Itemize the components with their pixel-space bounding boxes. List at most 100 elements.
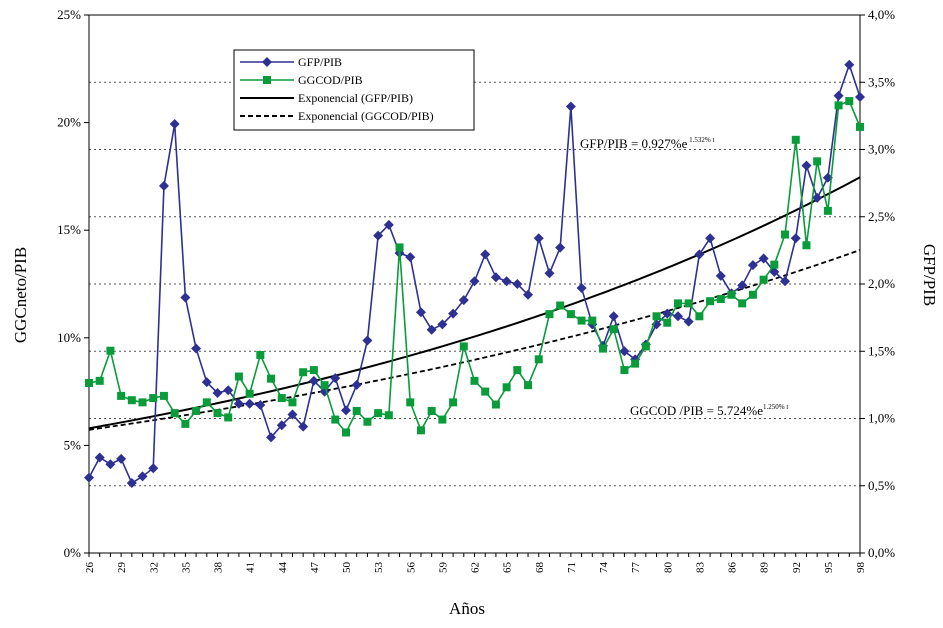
legend-item: GGCOD/PIB <box>240 73 363 87</box>
x-tick-label: 83 <box>694 562 706 574</box>
data-point <box>159 391 168 400</box>
data-point <box>588 316 597 325</box>
data-point <box>663 318 672 327</box>
data-point <box>374 409 383 418</box>
data-point <box>459 342 468 351</box>
annotation-ggcod-formula: GGCOD /PIB = 5.724%e1.250% t <box>630 403 788 418</box>
data-point <box>790 233 801 244</box>
data-point <box>448 308 459 319</box>
data-point <box>608 311 619 322</box>
data-point <box>213 409 222 418</box>
data-point <box>813 157 822 166</box>
data-point <box>85 378 93 387</box>
data-point <box>202 398 211 407</box>
data-point <box>169 118 180 129</box>
data-point <box>383 219 394 230</box>
data-point <box>683 316 694 327</box>
data-point <box>137 471 148 482</box>
data-point <box>770 260 779 269</box>
data-point <box>706 297 715 306</box>
data-point <box>673 299 682 308</box>
data-point <box>255 400 266 411</box>
data-point <box>812 192 823 203</box>
data-point <box>481 387 490 396</box>
y-right-tick-label: 2,0% <box>868 276 895 291</box>
annotation-gfp-formula: GFP/PIB = 0.927%e 1.532% t <box>580 136 714 151</box>
data-point <box>791 135 800 144</box>
data-point <box>533 233 544 244</box>
data-point <box>802 241 811 250</box>
data-point <box>470 376 479 385</box>
x-tick-label: 50 <box>341 562 353 574</box>
data-point <box>116 453 127 464</box>
x-tick-label: 65 <box>502 562 514 574</box>
data-point <box>834 101 843 110</box>
y-axis-left-title: GGCneto/PIB <box>11 247 30 343</box>
data-point <box>415 307 426 318</box>
data-point <box>341 405 351 416</box>
data-point <box>715 270 726 281</box>
y-right-tick-label: 4,0% <box>868 7 895 22</box>
legend: GFP/PIB GGCOD/PIB Exponencial (GFP/PIB) Exp… <box>233 49 475 131</box>
x-tick-label: 38 <box>213 562 225 574</box>
y-left-tick-label: 20% <box>57 115 81 130</box>
data-point <box>320 381 329 390</box>
data-point <box>684 299 693 308</box>
data-point <box>256 351 265 360</box>
data-point <box>437 319 448 330</box>
y-left-tick-label: 5% <box>64 437 82 452</box>
data-point <box>823 206 832 215</box>
y-left-tick-label: 15% <box>57 222 81 237</box>
data-point <box>631 359 640 368</box>
axes: 0,0% 0,5% 1,0% 1,5% 2,0% 2,5% 3,0% 3,5% 4,0% 0% 5%… <box>57 7 895 573</box>
annotation-ggcod-base: GGCOD /PIB = 5.724%e <box>630 403 763 418</box>
data-point <box>758 253 769 264</box>
y-right-tick-label: 2,5% <box>868 209 895 224</box>
x-tick-label: 95 <box>823 562 835 574</box>
annotation-gfp-base: GFP/PIB = 0.927%e <box>580 136 688 151</box>
data-point <box>148 463 159 474</box>
x-tick-label: 32 <box>148 562 160 573</box>
data-point <box>201 377 212 388</box>
data-point <box>244 398 255 409</box>
legend-marker <box>263 76 271 84</box>
legend-item: Exponencial (GGCOD/PIB) <box>240 109 434 123</box>
x-tick-label: 44 <box>277 562 289 574</box>
data-point <box>426 324 437 335</box>
y-right-tick-label: 3,5% <box>868 74 895 89</box>
annotation-ggcod-exp: 1.250% t <box>763 403 788 411</box>
x-tick-label: 86 <box>727 562 739 574</box>
data-point <box>844 59 855 70</box>
data-point <box>192 406 201 415</box>
data-point <box>298 421 309 432</box>
x-tick-label: 71 <box>566 562 578 573</box>
x-tick-label: 47 <box>309 562 321 574</box>
data-point <box>855 92 865 103</box>
data-point <box>363 417 372 426</box>
data-point <box>427 406 436 415</box>
data-point <box>747 260 758 271</box>
x-tick-label: 29 <box>116 562 128 574</box>
data-point <box>180 292 191 303</box>
data-point <box>158 180 169 191</box>
y-right-tick-label: 3,0% <box>868 142 895 157</box>
legend-marker <box>262 57 272 67</box>
data-point <box>267 374 276 383</box>
data-point <box>737 280 748 291</box>
data-point <box>117 391 126 400</box>
legend-label: Exponencial (GGCOD/PIB) <box>298 109 434 123</box>
x-tick-label: 89 <box>759 562 771 574</box>
data-point <box>287 409 298 420</box>
data-point <box>127 396 136 405</box>
y-right-tick-label: 0,5% <box>868 478 895 493</box>
series-ggcod <box>85 97 864 437</box>
data-point <box>480 249 491 260</box>
x-tick-label: 35 <box>180 562 192 574</box>
data-point <box>705 233 716 244</box>
y-axis-right-title: GFP/PIB <box>920 244 939 306</box>
data-point <box>94 452 105 463</box>
data-point <box>555 242 566 253</box>
x-tick-label: 41 <box>245 562 257 573</box>
y-right-tick-label: 1,0% <box>868 411 895 426</box>
